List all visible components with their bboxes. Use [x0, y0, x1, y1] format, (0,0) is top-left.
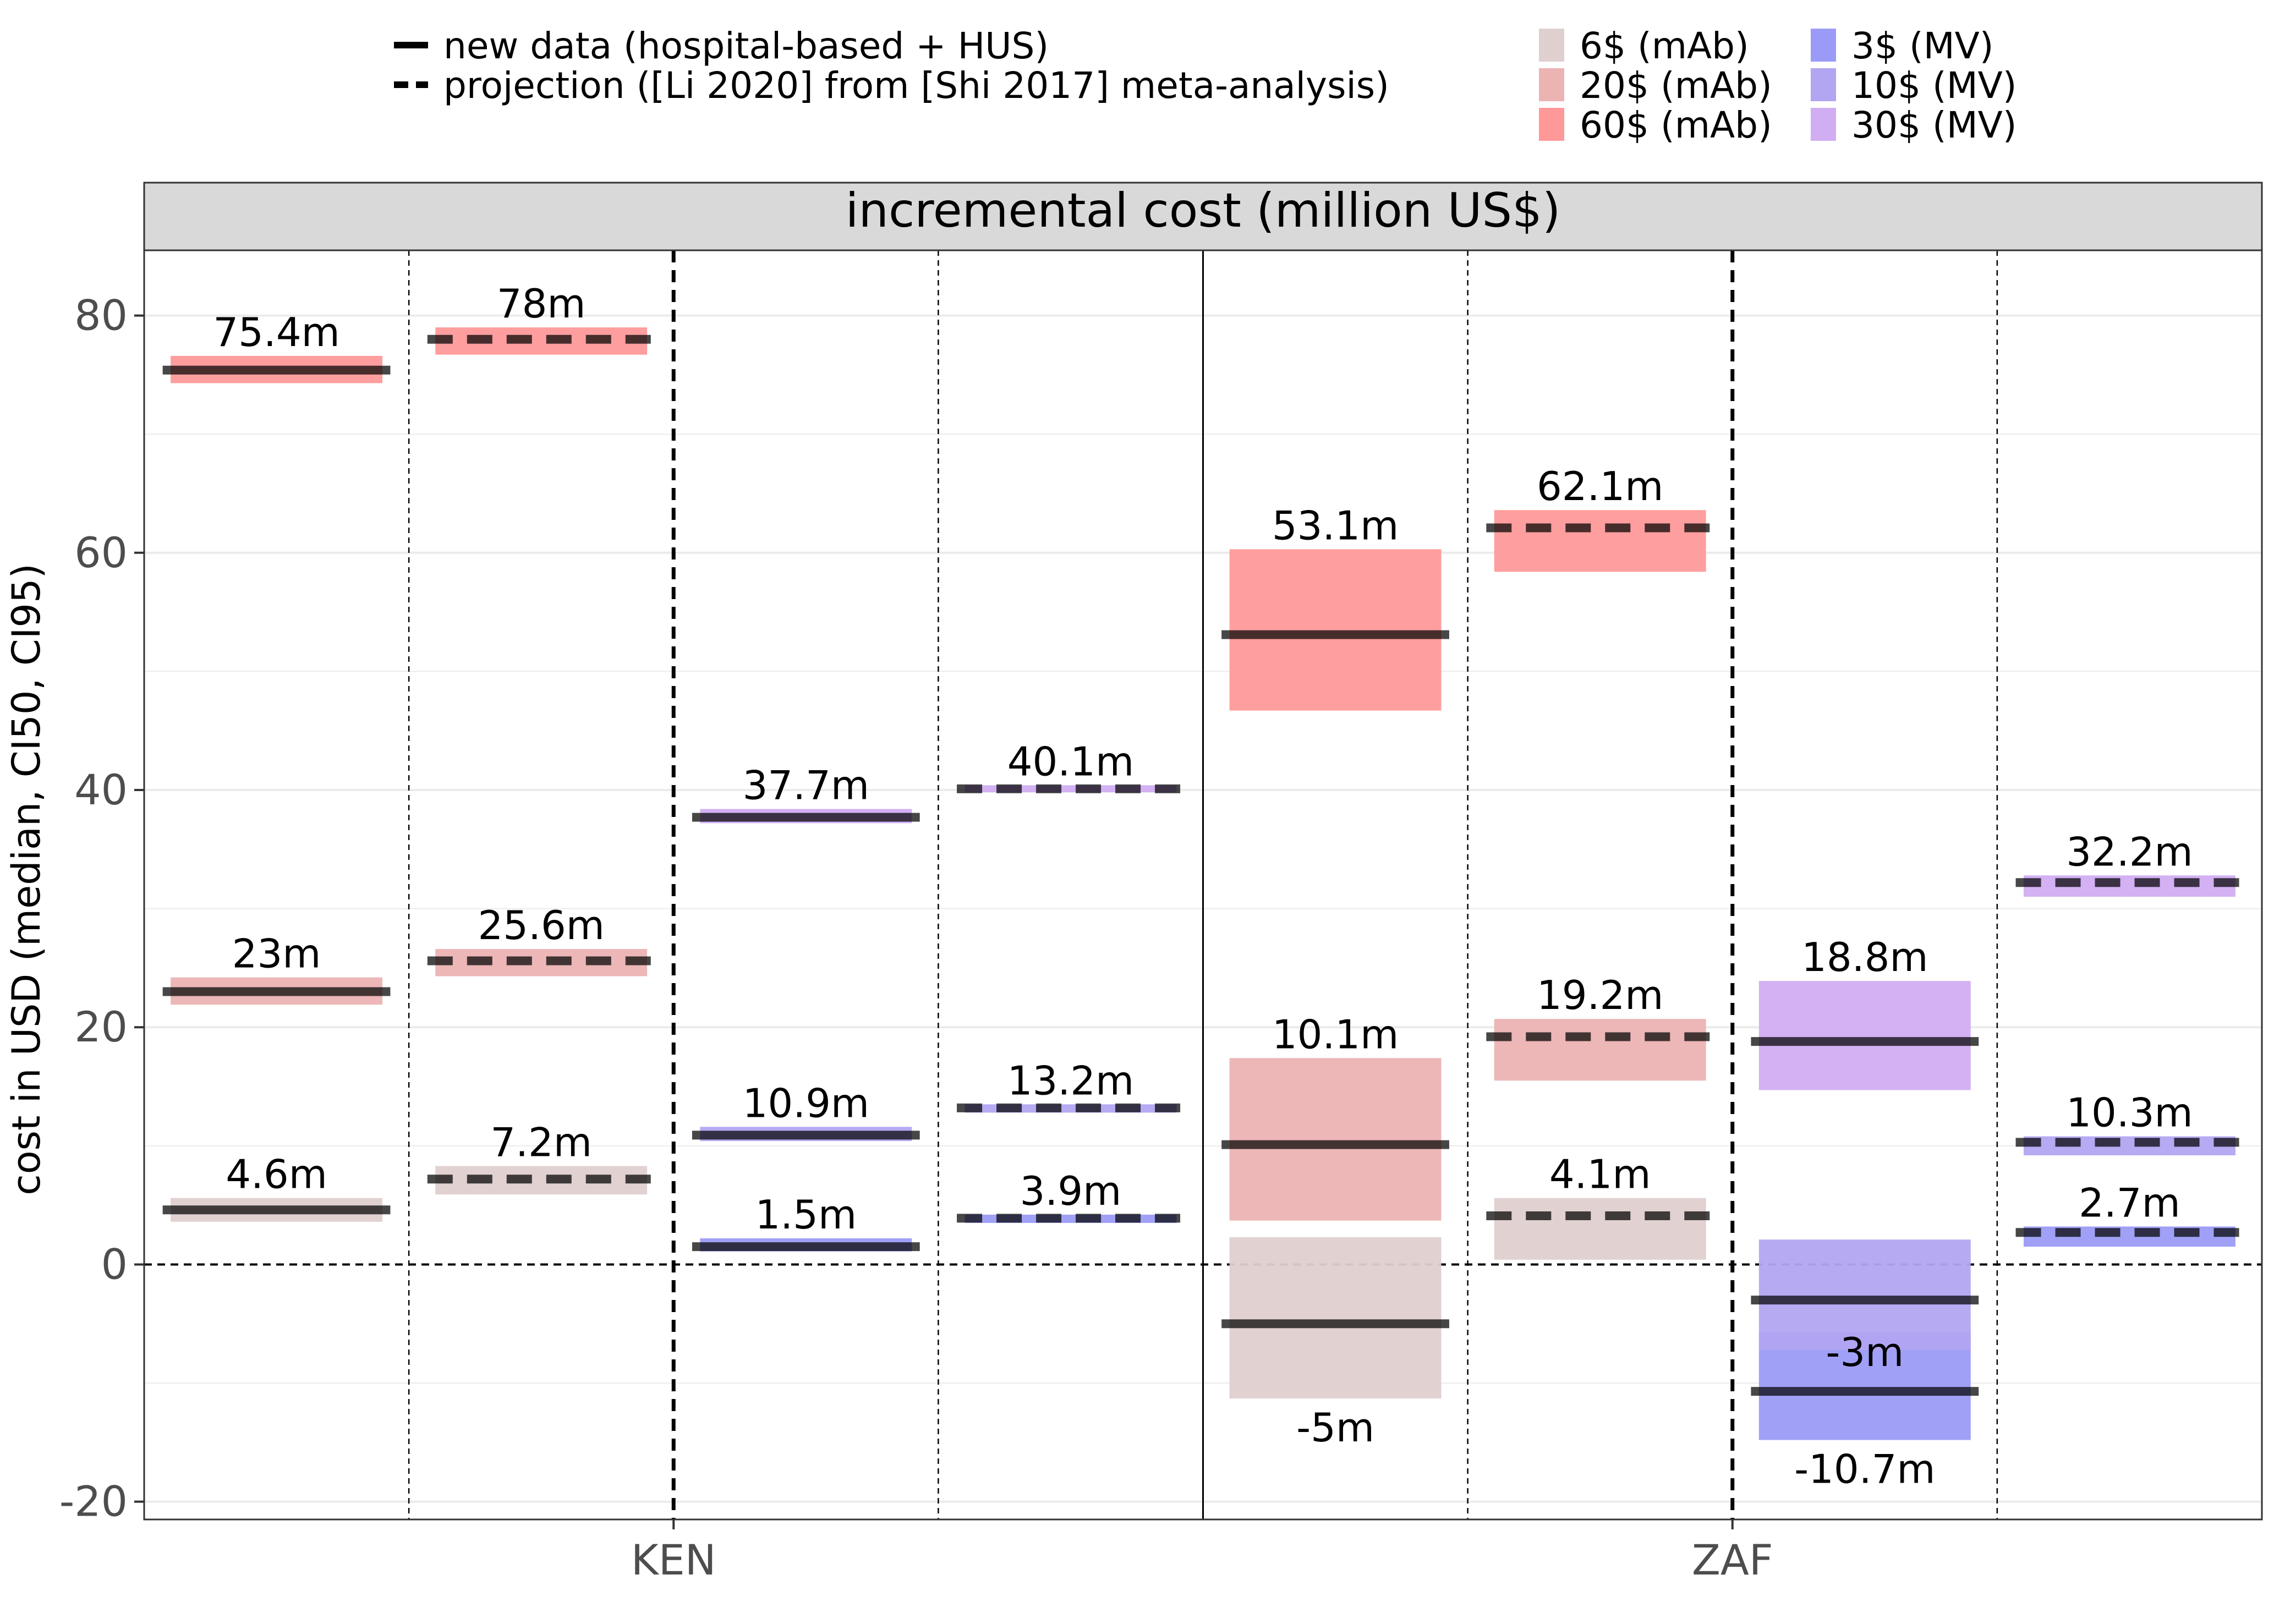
data-label: 10.3m	[2066, 1090, 2193, 1136]
data-label: 25.6m	[478, 902, 604, 948]
ci-box	[1758, 1239, 1971, 1350]
data-label: 10.9m	[743, 1080, 869, 1126]
x-tick-label: ZAF	[1692, 1535, 1773, 1584]
y-axis-label: cost in USD (median, CI50, CI95)	[4, 563, 49, 1195]
legend-label: new data (hospital-based + HUS)	[443, 25, 1049, 67]
legend-fill-key	[1811, 108, 1836, 141]
data-label: 19.2m	[1537, 972, 1663, 1018]
x-tick-label: KEN	[631, 1535, 716, 1584]
data-label: 18.8m	[1801, 934, 1928, 980]
data-label: 40.1m	[1007, 738, 1134, 784]
data-marks	[162, 327, 2244, 1440]
ci-box	[1229, 549, 1442, 711]
y-tick-label: 80	[74, 291, 128, 340]
data-label: 4.6m	[226, 1151, 327, 1198]
data-label: 53.1m	[1272, 502, 1399, 548]
data-labels: 4.6m 23m 75.4m 7.2m 25.6m 78m 1.5m 10.9m 37.7m 3.…	[213, 281, 2193, 1492]
plot-panel	[143, 249, 2263, 1521]
data-label: -10.7m	[1794, 1446, 1935, 1493]
data-label: 13.2m	[1007, 1057, 1134, 1104]
data-label: 75.4m	[213, 309, 339, 355]
data-label: 3.9m	[1020, 1168, 1122, 1214]
legend-label: 3$ (MV)	[1851, 25, 1994, 67]
legend-label: 60$ (mAb)	[1580, 104, 1772, 146]
ci-box	[1494, 1198, 1706, 1260]
data-label: 2.7m	[2079, 1179, 2180, 1226]
y-tick-label: 20	[74, 1002, 128, 1051]
legend: new data (hospital-based + HUS)projectio…	[394, 25, 2017, 146]
y-tick-label: 60	[74, 528, 128, 577]
facet-strip	[143, 182, 2263, 251]
ci-box	[1229, 1058, 1442, 1221]
data-label: 7.2m	[490, 1119, 592, 1165]
y-axis: -20 0 20 40 60 80	[59, 291, 144, 1526]
data-label: 62.1m	[1537, 463, 1663, 509]
chart-title: incremental cost (million US$)	[846, 183, 1561, 238]
data-label: -5m	[1296, 1404, 1374, 1451]
legend-label: projection ([Li 2020] from [Shi 2017] me…	[443, 64, 1389, 107]
legend-fill-key	[1811, 29, 1836, 62]
ci-box	[1229, 1237, 1442, 1399]
y-tick-label: -20	[59, 1477, 128, 1526]
data-label: 23m	[232, 931, 321, 977]
data-label: -3m	[1826, 1329, 1904, 1375]
y-tick-label: 0	[101, 1239, 128, 1288]
ci-box	[1758, 1332, 1971, 1440]
data-label: 78m	[497, 281, 586, 327]
y-tick-label: 40	[74, 765, 128, 814]
legend-label: 30$ (MV)	[1851, 104, 2017, 146]
legend-label: 6$ (mAb)	[1580, 25, 1749, 67]
legend-fill-key	[1811, 68, 1836, 101]
ci-box	[1494, 1019, 1706, 1081]
legend-fill-key	[1539, 29, 1564, 62]
data-label: 1.5m	[755, 1192, 857, 1238]
legend-label: 10$ (MV)	[1851, 64, 2017, 107]
x-axis: KEN ZAF	[631, 1519, 1773, 1584]
data-label: 32.2m	[2066, 829, 2193, 875]
group-dividers	[408, 250, 1998, 1519]
legend-label: 20$ (mAb)	[1580, 64, 1772, 107]
data-label: 37.7m	[743, 762, 869, 809]
ci-box	[1758, 981, 1971, 1090]
data-label: 10.1m	[1272, 1011, 1399, 1057]
ci-box	[1494, 510, 1706, 572]
data-label: 4.1m	[1549, 1151, 1651, 1198]
legend-fill-key	[1539, 68, 1564, 101]
legend-fill-key	[1539, 108, 1564, 141]
